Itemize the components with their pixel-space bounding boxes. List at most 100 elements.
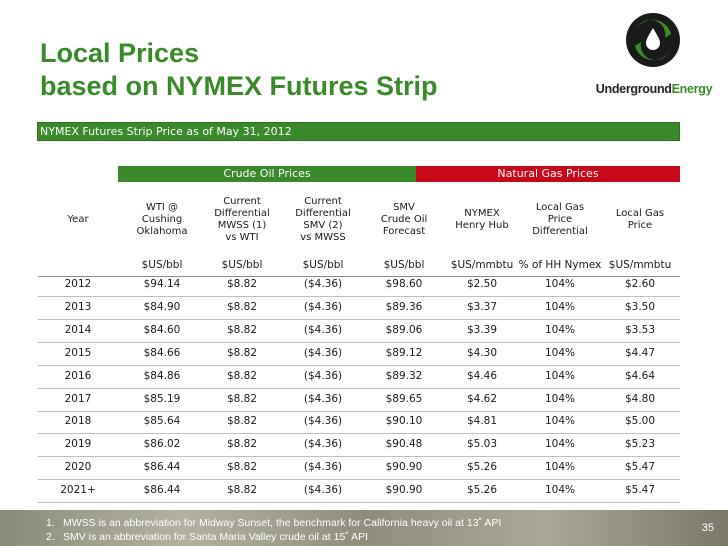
column-header-text: WTI @ Cushing Oklahoma <box>136 202 188 237</box>
unit-cell: $US/bbl <box>302 259 344 271</box>
unit-cell: $US/mmbtu <box>450 259 514 271</box>
table-cell: $5.26 <box>466 461 498 474</box>
footnote-number: 1. <box>46 517 55 529</box>
table-cell: $5.03 <box>466 438 498 451</box>
column-header-text: SMV Crude Oil Forecast <box>380 202 428 237</box>
row-divider <box>38 479 680 481</box>
row-divider <box>38 318 680 320</box>
table-banner: NYMEX Futures Strip Price as of May 31, … <box>37 122 680 141</box>
column-header-text: Year <box>67 214 89 225</box>
column-header: NYMEX Henry Hub <box>444 185 520 255</box>
table-cell: $4.62 <box>466 392 498 405</box>
table-cell: 104% <box>544 392 576 405</box>
table-cell: $4.81 <box>466 415 498 428</box>
column-header-text: Local Gas Price Differential <box>532 202 588 237</box>
table-cell: 104% <box>544 369 576 382</box>
table-cell: 2018 <box>64 415 92 428</box>
table-cell: $2.50 <box>466 278 498 290</box>
table-cell: $8.82 <box>226 369 258 382</box>
natural-gas-group-header: Natural Gas Prices <box>416 166 680 182</box>
unit-cell: % of HH Nymex <box>518 259 602 271</box>
table-cell: $4.64 <box>624 369 656 382</box>
table-cell: $85.64 <box>143 415 181 428</box>
row-divider <box>38 387 680 389</box>
table-cell: $8.82 <box>226 415 258 428</box>
table-cell: 2020 <box>64 461 92 474</box>
table-cell: $2.60 <box>624 278 656 290</box>
table-cell: $84.66 <box>143 346 181 359</box>
footnote-text: MWSS is an abbreviation for Midway Sunse… <box>63 517 502 529</box>
table-cell: $90.48 <box>385 438 423 451</box>
table-cell: $4.30 <box>466 346 498 359</box>
table-banner-text: NYMEX Futures Strip Price as of May 31, … <box>40 125 292 138</box>
company-logo: UndergroundEnergy <box>594 12 714 102</box>
table-cell: $8.82 <box>226 323 258 336</box>
column-header: SMV Crude Oil Forecast <box>364 185 444 255</box>
table-cell: $84.86 <box>143 369 181 382</box>
table-cell: $5.26 <box>466 484 498 497</box>
table-cell: $94.14 <box>143 278 181 290</box>
table-cell: $89.12 <box>385 346 423 359</box>
footnote-1: 1. MWSS is an abbreviation for Midway Sun… <box>46 517 501 529</box>
table-cell: $86.44 <box>143 461 181 474</box>
table-cell: $90.90 <box>385 461 423 474</box>
title-line-1: Local Prices <box>40 38 200 68</box>
table-cell: $5.23 <box>624 438 656 451</box>
table-cell: ($4.36) <box>303 415 343 428</box>
table-cell: $89.32 <box>385 369 423 382</box>
table-cell: 104% <box>544 415 576 428</box>
table-cell: $90.90 <box>385 484 423 497</box>
table-cell: $5.00 <box>624 415 656 428</box>
table-cell: $98.60 <box>385 278 423 290</box>
table-cell: ($4.36) <box>303 484 343 497</box>
row-divider <box>38 364 680 366</box>
table-cell: $86.02 <box>143 438 181 451</box>
unit-cell: $US/bbl <box>141 259 183 271</box>
table-cell: $8.82 <box>226 461 258 474</box>
column-header: Local Gas Price <box>602 185 678 255</box>
crude-oil-group-header: Crude Oil Prices <box>118 166 416 182</box>
table-cell: $8.82 <box>226 346 258 359</box>
table-cell: $4.47 <box>624 346 656 359</box>
table-cell: ($4.36) <box>303 392 343 405</box>
column-header: Local Gas Price Differential <box>516 185 604 255</box>
logo-wordmark: UndergroundEnergy <box>594 82 714 96</box>
table-cell: $8.82 <box>226 300 258 313</box>
table-cell: 2021+ <box>60 484 96 497</box>
column-header-text: Local Gas Price <box>615 208 665 231</box>
table-cell: ($4.36) <box>303 278 343 290</box>
table-cell: ($4.36) <box>303 323 343 336</box>
logo-word-energy: Energy <box>671 82 713 96</box>
table-cell: $84.60 <box>143 323 181 336</box>
unit-cell: $US/mmbtu <box>608 259 672 271</box>
table-cell: 2015 <box>64 346 92 359</box>
column-header: Year <box>40 185 116 255</box>
table-cell: 104% <box>544 346 576 359</box>
table-cell: 2013 <box>64 300 92 313</box>
table-cell: $86.44 <box>143 484 181 497</box>
table-cell: ($4.36) <box>303 438 343 451</box>
row-divider <box>38 296 680 297</box>
table-cell: $89.06 <box>385 323 423 336</box>
table-cell: $89.36 <box>385 300 423 313</box>
table-cell: 2012 <box>64 278 92 290</box>
table-cell: $8.82 <box>226 438 258 451</box>
row-divider <box>38 410 680 412</box>
natural-gas-group-label: Natural Gas Prices <box>497 167 599 180</box>
table-cell: $3.37 <box>466 300 498 313</box>
table-cell: 104% <box>544 461 576 474</box>
table-cell: ($4.36) <box>303 346 343 359</box>
page-number: 35 <box>701 522 714 534</box>
table-cell: 104% <box>544 438 576 451</box>
logo-word-underground: Underground <box>595 82 672 96</box>
footer-band <box>0 510 728 546</box>
unit-cell: $US/bbl <box>383 259 425 271</box>
table-cell: $8.82 <box>226 392 258 405</box>
table-cell: $85.19 <box>143 392 181 405</box>
header-divider <box>38 276 680 277</box>
table-cell: 104% <box>544 323 576 336</box>
slide-title: Local Prices based on NYMEX Futures Stri… <box>40 37 520 103</box>
table-cell: $4.46 <box>466 369 498 382</box>
footnote-number: 2. <box>46 531 55 543</box>
table-cell: ($4.36) <box>303 300 343 313</box>
